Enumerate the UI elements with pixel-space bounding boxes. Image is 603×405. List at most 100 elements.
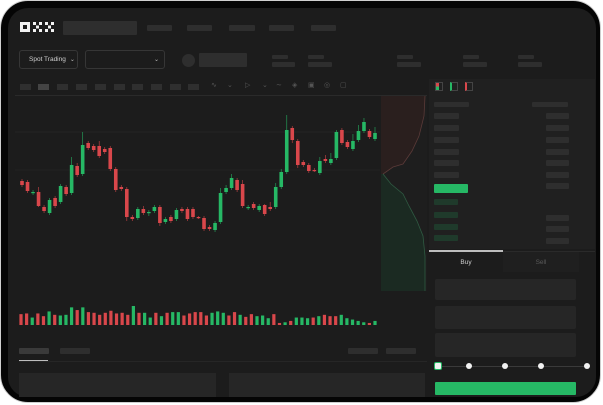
candle[interactable] bbox=[307, 163, 311, 173]
candle[interactable] bbox=[240, 180, 245, 208]
candle[interactable] bbox=[273, 183, 278, 209]
candle[interactable] bbox=[202, 216, 206, 231]
interval-button[interactable] bbox=[76, 84, 87, 90]
candle[interactable] bbox=[257, 204, 261, 212]
interval-button[interactable] bbox=[95, 84, 106, 90]
ask-row-amount[interactable] bbox=[546, 160, 569, 166]
candle[interactable] bbox=[69, 157, 74, 195]
header-search[interactable] bbox=[63, 21, 137, 35]
nav-item[interactable] bbox=[311, 25, 336, 31]
candle[interactable] bbox=[323, 155, 328, 163]
candle[interactable] bbox=[224, 185, 228, 194]
orderbook-both-icon[interactable] bbox=[435, 82, 443, 91]
settings-icon[interactable]: ◎ bbox=[324, 82, 331, 89]
interval-button[interactable] bbox=[151, 84, 162, 90]
candle[interactable] bbox=[191, 207, 195, 219]
candle[interactable] bbox=[235, 178, 239, 192]
candle[interactable] bbox=[169, 215, 173, 223]
candle[interactable] bbox=[268, 202, 273, 211]
ask-row-amount[interactable] bbox=[546, 172, 569, 178]
interval-button[interactable] bbox=[188, 84, 199, 90]
tab-open-orders[interactable] bbox=[19, 348, 49, 354]
ask-row-price[interactable] bbox=[434, 113, 459, 119]
interval-button[interactable] bbox=[57, 84, 68, 90]
candle[interactable] bbox=[64, 185, 68, 196]
fullscreen-icon[interactable]: ▢ bbox=[340, 82, 347, 89]
candle[interactable] bbox=[147, 210, 151, 216]
candle[interactable] bbox=[36, 187, 41, 207]
candle[interactable] bbox=[207, 225, 212, 231]
candle[interactable] bbox=[91, 144, 96, 152]
slider-stop-25[interactable] bbox=[466, 363, 472, 369]
candle[interactable] bbox=[58, 184, 63, 204]
nav-item[interactable] bbox=[269, 25, 294, 31]
ruler-icon[interactable]: ◈ bbox=[292, 82, 298, 89]
slider-stop-50[interactable] bbox=[502, 363, 508, 369]
bid-row-amount[interactable] bbox=[546, 238, 569, 244]
candle[interactable] bbox=[334, 130, 339, 160]
candle[interactable] bbox=[152, 205, 157, 213]
nav-item[interactable] bbox=[229, 25, 255, 31]
ask-row-price[interactable] bbox=[434, 160, 459, 166]
candle[interactable] bbox=[312, 168, 317, 172]
candle[interactable] bbox=[229, 174, 234, 190]
candle[interactable] bbox=[97, 141, 102, 158]
interval-button[interactable] bbox=[170, 84, 181, 90]
candle[interactable] bbox=[119, 185, 124, 191]
ask-row-amount[interactable] bbox=[546, 125, 569, 131]
orderbook-bids-icon[interactable] bbox=[450, 82, 458, 91]
chevron-down-icon[interactable]: ⌄ bbox=[227, 82, 233, 89]
total-input[interactable] bbox=[435, 333, 576, 357]
candle[interactable] bbox=[42, 205, 46, 213]
candle[interactable] bbox=[185, 207, 190, 221]
candle[interactable] bbox=[80, 132, 85, 176]
filter-button[interactable] bbox=[348, 348, 378, 354]
candle[interactable] bbox=[246, 205, 250, 210]
market-select[interactable]: Spot Trading ⌄ bbox=[19, 50, 78, 69]
chevron-down-icon[interactable]: ⌄ bbox=[262, 82, 268, 89]
candle[interactable] bbox=[31, 190, 35, 195]
indicator-icon[interactable]: ∿ bbox=[211, 82, 217, 89]
candle[interactable] bbox=[373, 127, 377, 141]
candle[interactable] bbox=[158, 205, 162, 226]
ask-row-amount[interactable] bbox=[546, 183, 569, 189]
candle[interactable] bbox=[351, 134, 355, 151]
interval-button-active[interactable] bbox=[38, 84, 49, 90]
tab-order-history[interactable] bbox=[60, 348, 90, 354]
tab-buy[interactable]: Buy bbox=[429, 252, 503, 272]
candle[interactable] bbox=[345, 140, 350, 149]
candle[interactable] bbox=[130, 215, 135, 221]
candle[interactable] bbox=[329, 153, 333, 165]
candle[interactable] bbox=[86, 141, 90, 150]
ask-row-price[interactable] bbox=[434, 137, 459, 143]
candle[interactable] bbox=[20, 179, 24, 187]
candle[interactable] bbox=[196, 216, 201, 219]
camera-icon[interactable]: ▣ bbox=[308, 82, 315, 89]
okx-logo[interactable] bbox=[20, 22, 58, 33]
candle[interactable] bbox=[362, 118, 366, 133]
candle[interactable] bbox=[124, 187, 129, 221]
candle[interactable] bbox=[174, 208, 179, 221]
bid-row-price[interactable] bbox=[434, 235, 458, 241]
draw-icon[interactable]: ▷ bbox=[245, 82, 251, 89]
interval-button[interactable] bbox=[132, 84, 143, 90]
line-icon[interactable]: ∼ bbox=[276, 82, 282, 89]
bid-row-price[interactable] bbox=[434, 199, 458, 205]
tab-sell[interactable]: Sell bbox=[503, 252, 579, 272]
bid-row-amount[interactable] bbox=[546, 215, 569, 221]
candle[interactable] bbox=[356, 125, 361, 142]
candle[interactable] bbox=[295, 139, 300, 168]
candle[interactable] bbox=[25, 180, 30, 193]
amount-input[interactable] bbox=[435, 306, 576, 329]
candle[interactable] bbox=[47, 198, 52, 215]
candle[interactable] bbox=[218, 188, 223, 224]
ask-row-amount[interactable] bbox=[546, 137, 569, 143]
nav-item[interactable] bbox=[147, 25, 172, 31]
candle[interactable] bbox=[251, 202, 256, 210]
candle[interactable] bbox=[367, 129, 372, 139]
buy-button[interactable] bbox=[435, 382, 576, 395]
interval-button[interactable] bbox=[20, 84, 31, 90]
candle[interactable] bbox=[180, 207, 184, 213]
bid-row-amount[interactable] bbox=[546, 226, 569, 232]
